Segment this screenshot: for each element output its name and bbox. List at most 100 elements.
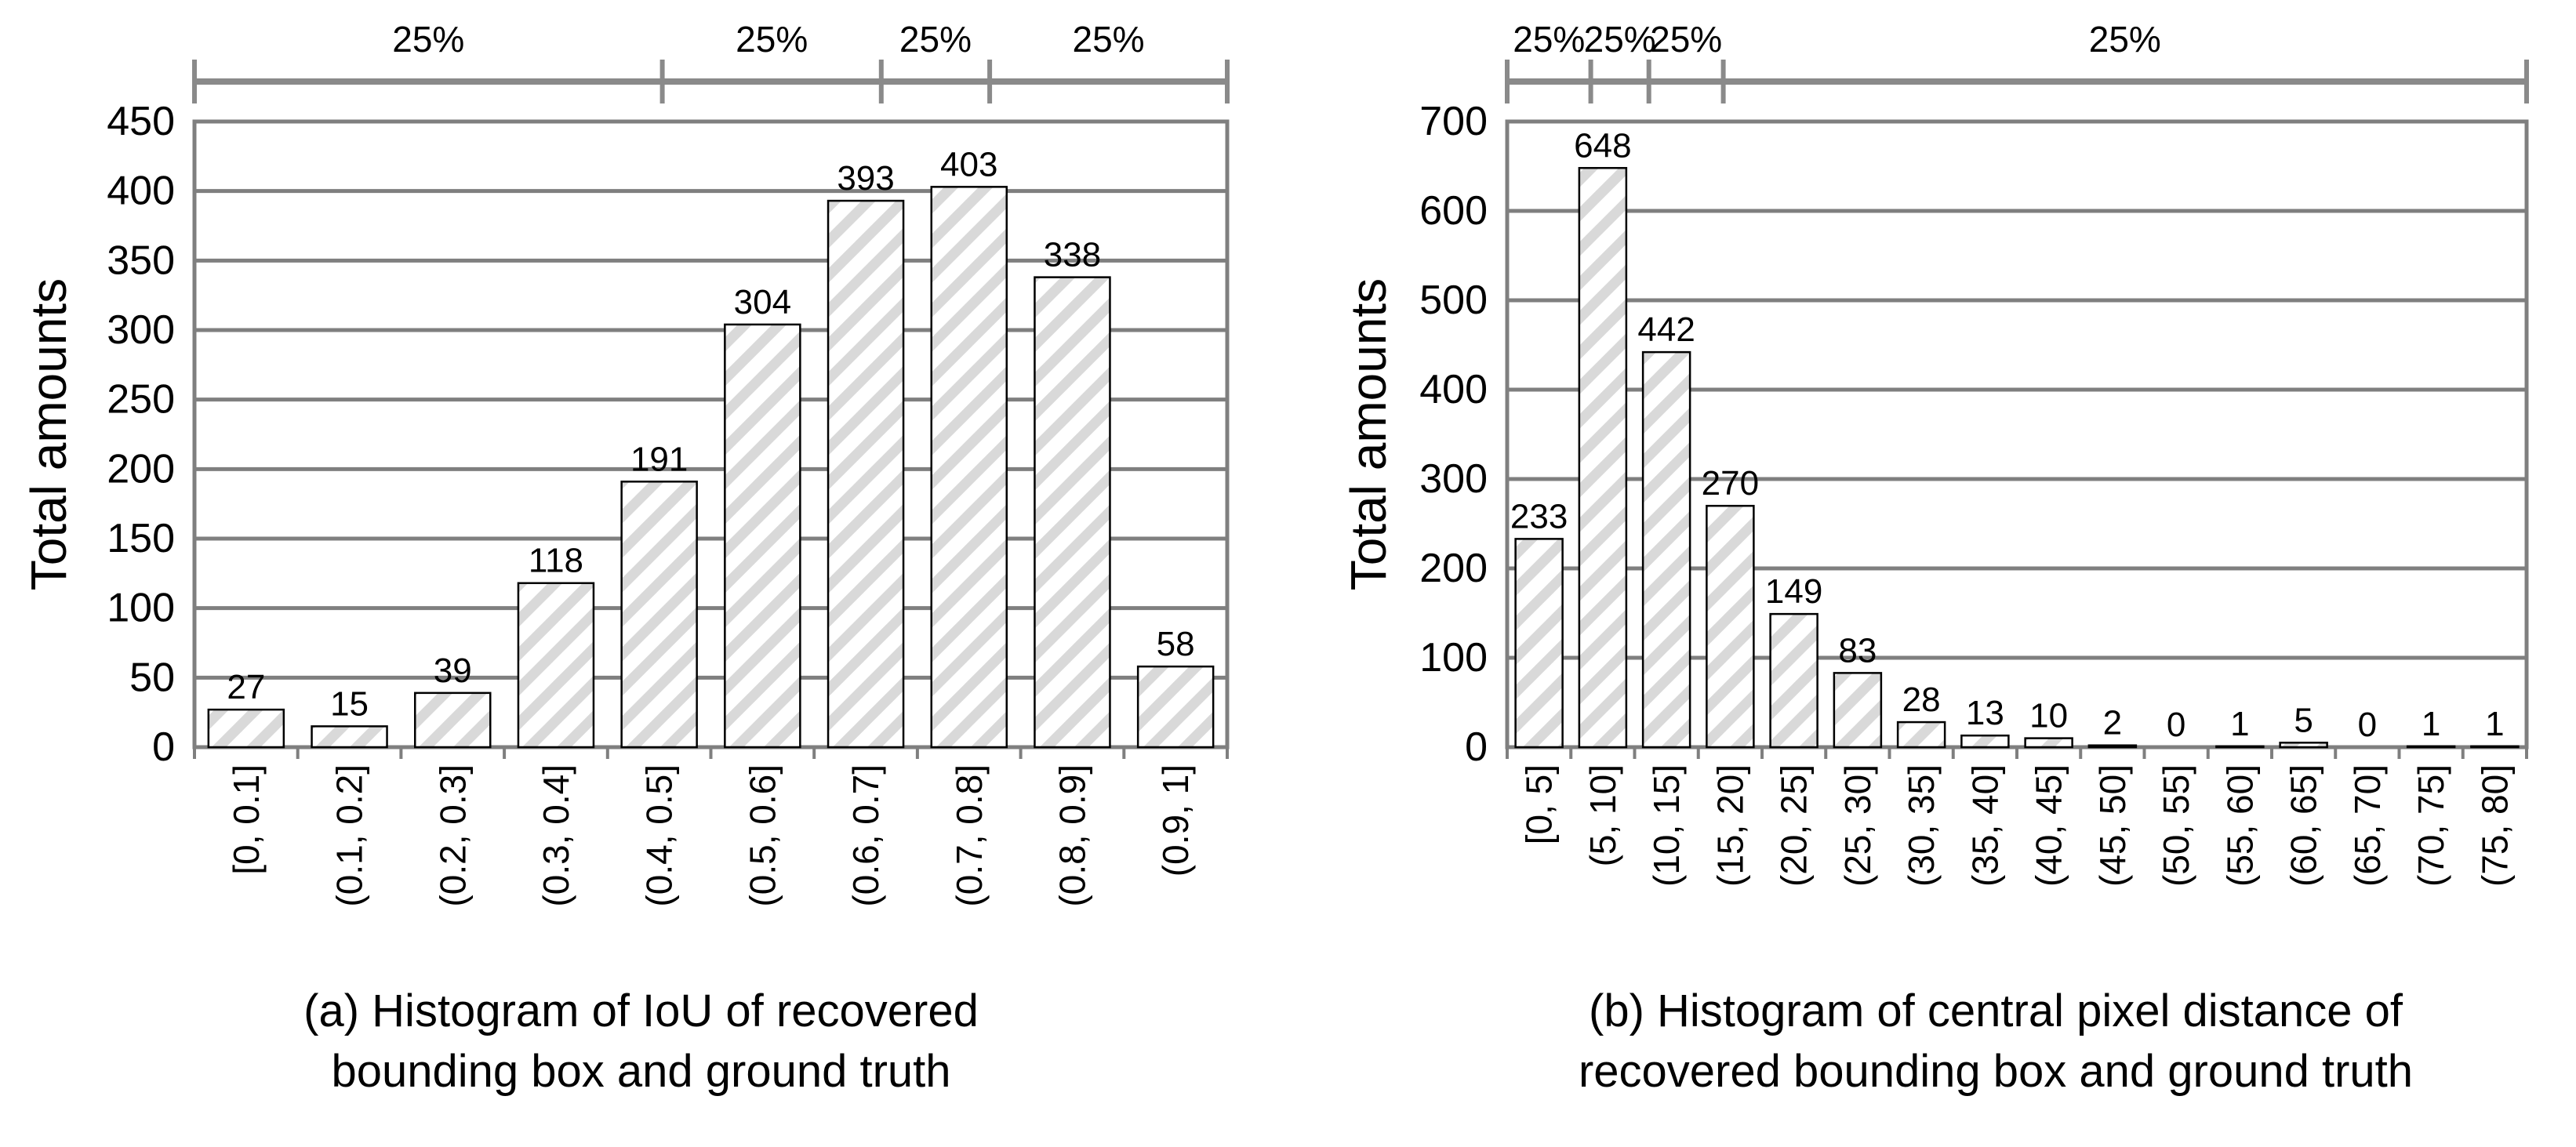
bar bbox=[1136, 665, 1215, 749]
x-tick-label: (70, 75] bbox=[2411, 764, 2451, 887]
x-tick-label: (0.1, 0.2] bbox=[329, 764, 370, 907]
quartile-bracket-label: 25% bbox=[1584, 19, 1656, 60]
bar bbox=[1641, 350, 1691, 749]
y-tick-label: 300 bbox=[107, 307, 175, 353]
x-tick-label: (55, 60] bbox=[2219, 764, 2260, 887]
bar bbox=[620, 481, 698, 749]
panel-a: 450 400 350 300 250 200 150 100 50 0 Total amounts… bbox=[20, 19, 1230, 907]
y-tick-label: 450 bbox=[107, 99, 175, 144]
y-tick-label: 0 bbox=[152, 724, 175, 770]
caption-panel-b: (b) Histogram of central pixel distance … bbox=[1400, 982, 2576, 1102]
y-tick-label: 150 bbox=[107, 516, 175, 561]
bar bbox=[207, 708, 285, 749]
bar bbox=[1514, 538, 1564, 749]
y-tick-label: 400 bbox=[1419, 367, 1488, 412]
bar-value-label: 5 bbox=[2294, 701, 2313, 739]
y-tick-label: 300 bbox=[1419, 456, 1488, 502]
x-tick-label: (0.8, 0.9] bbox=[1052, 764, 1092, 907]
quartile-bracket-label: 25% bbox=[1513, 19, 1585, 60]
caption-a-line-2: bounding box and ground truth bbox=[331, 1045, 951, 1097]
bar-value-label: 15 bbox=[330, 684, 369, 723]
bar-value-label: 1 bbox=[2422, 705, 2440, 743]
quartile-bracket-label: 25% bbox=[2089, 19, 2161, 60]
y-tick-label: 400 bbox=[107, 169, 175, 214]
quartile-bracket-label: 25% bbox=[1650, 19, 1722, 60]
x-tick-label: (0.6, 0.7] bbox=[845, 764, 886, 907]
x-tick-label: (50, 55] bbox=[2156, 764, 2196, 887]
x-tick-label: (0.5, 0.6] bbox=[742, 764, 783, 907]
y-tick-label: 350 bbox=[107, 238, 175, 283]
bar bbox=[930, 186, 1008, 749]
y-tick-label: 100 bbox=[107, 586, 175, 631]
quartile-bracket-label: 25% bbox=[736, 19, 808, 60]
bar bbox=[2024, 737, 2073, 749]
x-tick-label: (30, 35] bbox=[1901, 764, 1942, 887]
y-tick-label: 600 bbox=[1419, 188, 1488, 234]
bar bbox=[1896, 721, 1946, 749]
bar-value-label: 149 bbox=[1765, 572, 1822, 611]
quartile-bracket-label: 25% bbox=[392, 19, 464, 60]
x-tick-label: (0.2, 0.3] bbox=[432, 764, 473, 907]
x-tick-label: [0, 5] bbox=[1519, 764, 1560, 844]
x-tick-label: (60, 65] bbox=[2284, 764, 2324, 887]
bar-value-label: 0 bbox=[2167, 706, 2185, 744]
bar-value-label: 118 bbox=[529, 542, 583, 580]
bar-value-label: 1 bbox=[2230, 705, 2249, 743]
bar-value-label: 0 bbox=[2358, 706, 2377, 744]
x-tick-label: (5, 10] bbox=[1582, 764, 1623, 866]
y-tick-label: 200 bbox=[107, 446, 175, 492]
bar-value-label: 10 bbox=[2029, 697, 2068, 735]
x-tick-label: (10, 15] bbox=[1646, 764, 1687, 887]
y-tick-label: 250 bbox=[107, 377, 175, 423]
bar-value-label: 2 bbox=[2103, 704, 2122, 742]
bar bbox=[2470, 745, 2520, 749]
bar-value-label: 191 bbox=[630, 440, 688, 478]
x-tick-label: (20, 25] bbox=[1774, 764, 1815, 887]
bar bbox=[2087, 744, 2138, 749]
y-tick-label: 200 bbox=[1419, 546, 1488, 591]
bar-value-label: 39 bbox=[434, 652, 472, 690]
bar bbox=[1769, 612, 1818, 749]
bar bbox=[1706, 504, 1755, 749]
caption-a-line-1: (a) Histogram of IoU of recovered bbox=[303, 985, 979, 1036]
bar-value-label: 304 bbox=[734, 283, 791, 321]
x-tick-label: (45, 50] bbox=[2092, 764, 2133, 887]
quartile-bracket-label: 25% bbox=[899, 19, 972, 60]
bar bbox=[414, 691, 492, 749]
bar-value-label: 27 bbox=[227, 668, 265, 706]
bar bbox=[2279, 742, 2328, 749]
bar bbox=[724, 323, 801, 749]
x-tick-label: (40, 45] bbox=[2029, 764, 2069, 887]
bar bbox=[1833, 672, 1883, 749]
bar-value-label: 83 bbox=[1838, 631, 1877, 670]
y-tick-label: 100 bbox=[1419, 635, 1488, 681]
bar-value-label: 13 bbox=[1966, 694, 2004, 732]
bar bbox=[2215, 745, 2265, 749]
bar-value-label: 1 bbox=[2485, 705, 2504, 743]
bar-value-label: 393 bbox=[837, 159, 894, 198]
bar bbox=[517, 582, 595, 749]
x-tick-label: (65, 70] bbox=[2347, 764, 2388, 887]
bar-value-label: 233 bbox=[1510, 497, 1568, 535]
x-tick-label: (75, 80] bbox=[2474, 764, 2515, 887]
x-tick-label: (0.7, 0.8] bbox=[949, 764, 990, 907]
y-axis-title: Total amounts bbox=[20, 278, 77, 590]
caption-b-line-2: recovered bounding box and ground truth bbox=[1578, 1045, 2414, 1097]
y-tick-label: 700 bbox=[1419, 99, 1488, 144]
bar-value-label: 403 bbox=[940, 145, 997, 183]
bar-value-label: 58 bbox=[1157, 625, 1195, 663]
bar bbox=[311, 725, 388, 749]
bar-value-label: 648 bbox=[1574, 126, 1631, 165]
bar-value-label: 442 bbox=[1637, 310, 1695, 349]
bar bbox=[2406, 745, 2456, 749]
bar bbox=[1578, 167, 1628, 749]
y-tick-label: 0 bbox=[1465, 724, 1488, 770]
y-tick-label: 500 bbox=[1419, 278, 1488, 323]
y-axis-title: Total amounts bbox=[1340, 278, 1397, 590]
bar-value-label: 270 bbox=[1702, 464, 1759, 503]
x-tick-label: (0.3, 0.4] bbox=[536, 764, 576, 907]
bar bbox=[827, 199, 905, 749]
caption-panel-a: (a) Histogram of IoU of recovered boundi… bbox=[118, 982, 1164, 1102]
